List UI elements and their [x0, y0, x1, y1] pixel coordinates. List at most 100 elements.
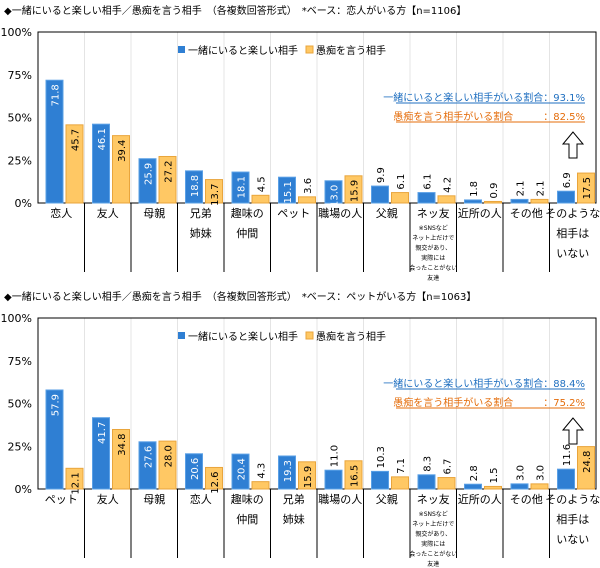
y-tick-label: 100% — [1, 26, 32, 39]
bar — [185, 170, 203, 204]
category-label: いない — [556, 533, 589, 546]
y-tick-label: 75% — [8, 69, 32, 82]
data-label: 15.9 — [350, 180, 361, 202]
category-note: 会ったことがない — [409, 264, 457, 272]
bar — [251, 194, 270, 204]
bar — [45, 389, 64, 490]
bar — [510, 198, 529, 204]
data-label: 45.7 — [71, 129, 82, 151]
category-label: 趣味の — [231, 492, 264, 506]
category-label: 父親 — [376, 493, 398, 506]
bar — [344, 175, 363, 204]
category-label: 趣味の — [231, 206, 264, 220]
category-label: いない — [556, 247, 589, 260]
bar — [324, 469, 343, 490]
data-label: 4.5 — [257, 176, 268, 192]
data-label: 19.3 — [283, 460, 294, 482]
legend-swatch — [305, 331, 314, 340]
bar — [324, 180, 343, 204]
legend-label: 一緒にいると楽しい相手 — [188, 330, 298, 343]
data-label: 57.9 — [51, 394, 62, 416]
bar — [557, 190, 575, 204]
data-label: 2.1 — [516, 181, 527, 197]
y-tick-label: 100% — [1, 312, 32, 325]
bar — [391, 192, 409, 204]
data-label: 1.8 — [469, 181, 480, 197]
bar — [484, 485, 502, 490]
bar — [92, 123, 110, 204]
data-label: 20.4 — [237, 458, 248, 480]
data-label: 27.2 — [164, 160, 175, 182]
summary-text: 一緒にいると楽しい相手がいる割合：88.4% — [383, 377, 585, 390]
data-label: 8.3 — [423, 456, 434, 472]
category-note: ネット上だけで — [412, 520, 454, 528]
category-label: 相手は — [556, 226, 589, 240]
category-label: 職場の人 — [318, 493, 362, 506]
category-note: 友達 — [427, 274, 439, 282]
data-label: 6.1 — [423, 174, 434, 190]
data-label: 2.8 — [469, 465, 480, 481]
bar — [278, 455, 296, 490]
data-label: 25.9 — [144, 163, 155, 185]
data-label: 27.6 — [144, 446, 155, 468]
data-label: 13.0 — [330, 185, 341, 207]
category-label: そのような — [545, 493, 600, 506]
data-label: 39.4 — [117, 140, 128, 162]
bar — [344, 460, 363, 490]
data-label: 18.1 — [237, 176, 248, 198]
category-label: 姉妹 — [283, 512, 305, 526]
category-label: ネッ友 — [417, 492, 450, 506]
data-label: 6.1 — [396, 174, 407, 190]
category-label: 恋人 — [190, 492, 212, 506]
bar — [417, 192, 436, 204]
category-label: 仲間 — [236, 512, 258, 526]
bar — [464, 199, 482, 204]
bar — [65, 124, 84, 204]
bar — [112, 135, 130, 204]
bar — [45, 79, 64, 204]
bar — [231, 453, 250, 490]
bar — [298, 461, 316, 490]
bar — [437, 477, 456, 490]
data-label: 17.5 — [582, 177, 593, 199]
category-note: 実際には — [421, 254, 445, 262]
data-label: 3.0 — [536, 465, 547, 481]
bar — [484, 200, 502, 204]
bar — [437, 195, 456, 204]
legend-swatch — [178, 332, 185, 339]
bar — [231, 171, 250, 204]
data-label: 9.9 — [376, 167, 387, 183]
category-label: 近所の人 — [458, 207, 502, 220]
bar — [205, 466, 223, 490]
bar — [464, 483, 482, 490]
bar — [158, 440, 177, 490]
bar — [205, 179, 223, 204]
data-label: 11.0 — [330, 445, 341, 467]
legend-label: 愚痴を言う相手 — [316, 44, 386, 57]
data-label: 12.1 — [71, 472, 82, 494]
category-label: 兄弟 — [283, 493, 305, 506]
category-label: 母親 — [143, 207, 165, 220]
bar — [138, 441, 157, 490]
category-label: 友人 — [97, 206, 119, 220]
data-label: 1.5 — [489, 468, 500, 484]
up-arrow-icon — [561, 417, 585, 445]
legend-label: 一緒にいると楽しい相手 — [188, 44, 298, 57]
bar — [138, 158, 157, 204]
bar — [158, 155, 177, 204]
bar — [185, 453, 203, 490]
up-arrow-icon — [561, 131, 585, 159]
bar — [557, 468, 575, 490]
data-label: 12.6 — [210, 471, 221, 493]
summary-text: 一緒にいると楽しい相手がいる割合：93.1% — [383, 91, 585, 104]
category-label: 友人 — [97, 492, 119, 506]
category-note: 親交があり、 — [415, 530, 451, 538]
chart-title: ◆一緒にいると楽しい相手／愚痴を言う相手 （各複数回答形式） *ベース：恋人がい… — [4, 4, 466, 17]
category-label: そのような — [545, 207, 600, 220]
category-note: 会ったことがない — [409, 550, 457, 558]
category-label: 仲間 — [236, 226, 258, 240]
data-label: 13.7 — [210, 184, 221, 206]
data-label: 4.3 — [257, 463, 268, 479]
category-label: その他 — [510, 207, 543, 220]
bar — [251, 481, 270, 490]
